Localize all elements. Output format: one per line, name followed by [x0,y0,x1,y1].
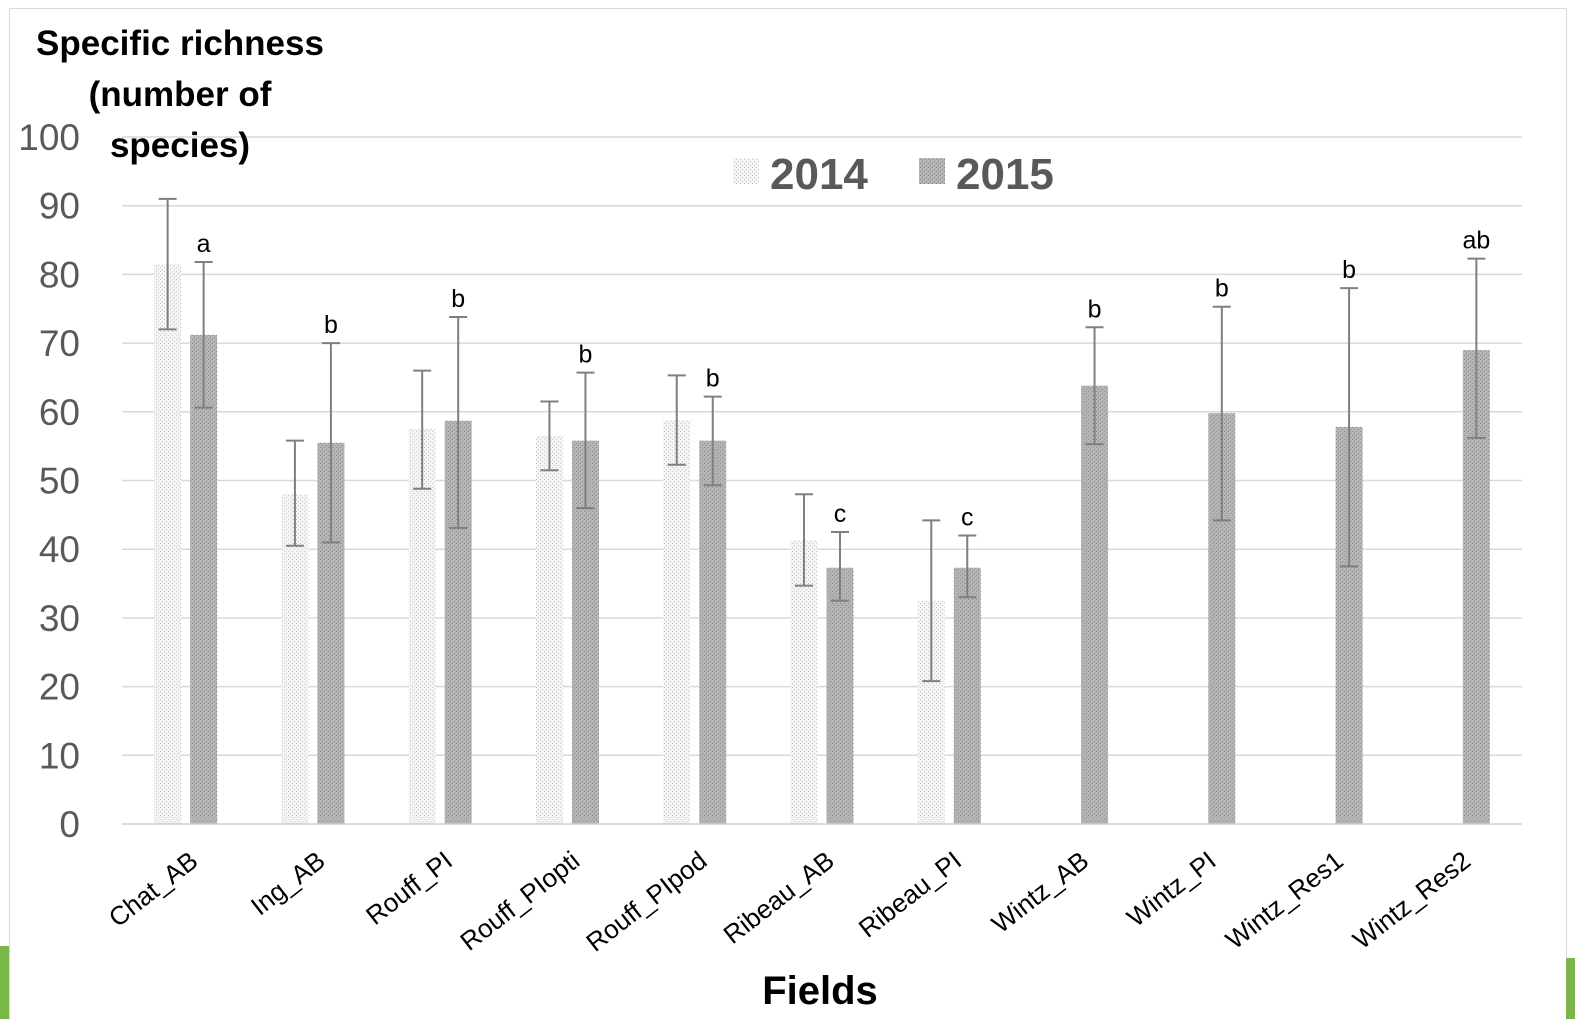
significance-letter-Ing_AB: b [324,311,338,339]
y-tick-label-70: 70 [39,323,80,364]
x-tick-label-Ribeau_AB: Ribeau_AB [718,845,840,950]
bar-2014-Chat_AB [154,264,182,825]
bar-2014-Rouff_PIopti [535,435,563,824]
significance-letter-Wintz_AB: b [1088,295,1102,323]
slide-accent-left [0,946,9,1019]
x-tick-label-Wintz_Res2: Wintz_Res2 [1347,845,1476,955]
significance-letter-Rouff_PIopti: b [579,341,593,369]
bar-2014-Ribeau_AB [790,540,818,824]
significance-letter-Wintz_Res2: ab [1462,227,1490,255]
bars [154,264,1490,825]
legend: 2014 2015 [733,150,1054,199]
y-tick-label-50: 50 [39,461,80,502]
bar-2014-Ing_AB [281,494,309,824]
significance-letter-Chat_AB: a [197,230,211,258]
significance-letter-Wintz_PI: b [1215,275,1229,303]
bar-2015-Chat_AB [190,334,218,824]
y-tick-label-30: 30 [39,598,80,639]
x-tick-label-Rouff_PIpod: Rouff_PIpod [580,845,712,957]
y-tick-label-100: 100 [18,117,80,158]
x-tick-label-Rouff_PIopti: Rouff_PIopti [454,845,585,956]
legend-label-2015: 2015 [956,150,1054,199]
x-tick-labels: Chat_AB Ing_AB Rouff_PIRouff_PIoptiRouff_P… [103,845,1476,957]
y-axis-title-line-3: species) [110,126,250,165]
bar-2014-Rouff_PIpod [663,420,691,824]
x-tick-label-Wintz_Res1: Wintz_Res1 [1220,845,1349,955]
legend-swatch-2015 [919,158,945,184]
x-tick-label-Wintz_PI: Wintz_PI [1121,845,1221,933]
bar-2014-Rouff_PI [408,428,436,824]
y-tick-label-0: 0 [59,804,80,845]
significance-letter-Ribeau_PI: c [961,503,974,531]
x-tick-label-Ribeau_PI: Ribeau_PI [853,845,967,943]
y-tick-label-10: 10 [39,735,80,776]
y-tick-label-40: 40 [39,529,80,570]
y-tick-label-20: 20 [39,667,80,708]
bar-2015-Ribeau_PI [953,567,981,824]
error-bars [158,197,1486,683]
bar-2015-Wintz_AB [1081,385,1109,824]
y-tick-labels: 0 10 20 30 40 50 60 70 80 90 100 [18,117,80,845]
legend-swatch-2014 [733,158,759,184]
bar-2015-Ribeau_AB [826,567,854,824]
x-tick-label-Ing_AB: Ing_AB [245,845,331,921]
gridlines [122,136,1522,757]
y-tick-label-80: 80 [39,254,80,295]
y-axis-title-line-2: (number of [89,75,272,114]
x-tick-label-Chat_AB: Chat_AB [103,845,203,933]
significance-letter-Ribeau_AB: c [834,500,847,528]
y-tick-label-90: 90 [39,186,80,227]
significance-letter-Rouff_PIpod: b [706,365,720,393]
y-tick-label-60: 60 [39,392,80,433]
y-axis-title-line-1: Specific richness [36,24,324,63]
x-axis-title: Fields [762,969,878,1013]
significance-letter-Wintz_Res1: b [1342,256,1356,284]
x-tick-label-Wintz_AB: Wintz_AB [986,845,1094,939]
chart-frame: 0 10 20 30 40 50 60 70 80 90 100 a b b b b c c b b b ab Chat… [9,8,1567,1020]
slide-accent-right [1566,958,1575,1019]
x-tick-label-Rouff_PI: Rouff_PI [360,845,458,931]
legend-label-2014: 2014 [770,150,868,199]
bar-2015-Rouff_PIpod [699,440,727,824]
significance-letter-Rouff_PI: b [451,285,465,313]
